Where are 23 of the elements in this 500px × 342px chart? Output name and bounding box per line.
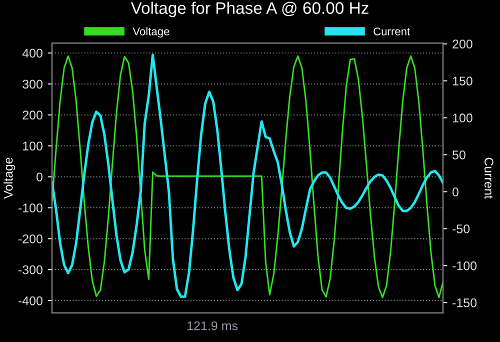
y-tick-label: -300	[18, 265, 42, 274]
y-tick-label: 300	[22, 80, 42, 89]
y-tick-label: 400	[22, 48, 42, 58]
y-tick-label: -200	[18, 234, 42, 244]
y2-tick-label: -100	[452, 261, 477, 270]
y-tick-label: -400	[18, 296, 42, 306]
y2-tick-label: 50	[452, 150, 466, 160]
chart-title: Voltage for Phase A @ 60.00 Hz	[130, 2, 368, 18]
y2-tick-label: -150	[452, 298, 477, 308]
y2-axis-title: Current	[484, 158, 494, 199]
y-tick-label: 0	[36, 172, 42, 182]
y-tick-label: 100	[23, 142, 42, 150]
y2-tick-label: -50	[452, 224, 470, 234]
y2-tick-label: 150	[452, 76, 472, 86]
y-axis-title: Voltage	[4, 158, 16, 199]
y-tick-label: -100	[18, 204, 42, 212]
y2-tick-label: 100	[452, 114, 472, 122]
y2-tick-label: 0	[452, 187, 458, 196]
y2-tick-label: 200	[452, 40, 472, 48]
y-tick-label: 200	[22, 110, 42, 120]
text: 121.9 ms	[188, 321, 238, 330]
legend-label: Voltage	[132, 27, 170, 38]
legend-label: Current	[374, 27, 410, 36]
